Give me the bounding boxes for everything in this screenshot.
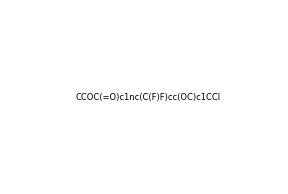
- Text: CCOC(=O)c1nc(C(F)F)cc(OC)c1CCl: CCOC(=O)c1nc(C(F)F)cc(OC)c1CCl: [75, 94, 220, 102]
